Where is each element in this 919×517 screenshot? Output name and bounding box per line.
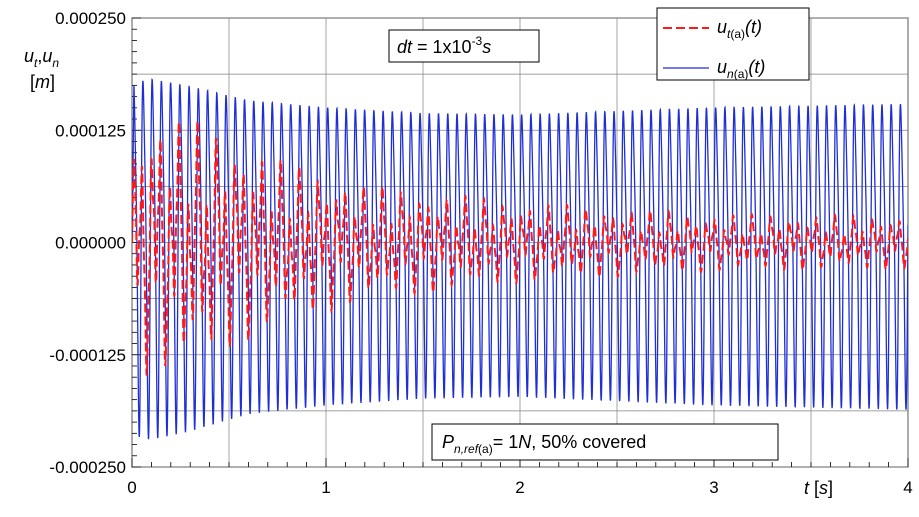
x-tick-label: 2 — [515, 478, 524, 497]
x-tick-label: 4 — [903, 478, 912, 497]
y-axis-unit: [m] — [30, 72, 55, 92]
tick-labels: 0.000250 0.000125 0.000000 -0.000125 -0.0002… — [49, 9, 912, 497]
x-tick-label: 1 — [321, 478, 330, 497]
x-axis-label: t [s] — [804, 478, 833, 498]
y-tick-label: -0.000250 — [49, 458, 126, 477]
y-axis-label: ut,un — [24, 46, 59, 70]
load-annotation: Pn,ref(a)= 1N, 50% covered — [431, 423, 779, 461]
svg-text:Pn,ref(a)= 1N, 50% covered: Pn,ref(a)= 1N, 50% covered — [442, 432, 646, 456]
svg-text:dt = 1x10-3s: dt = 1x10-3s — [397, 34, 491, 57]
dt-annotation: dt = 1x10-3s — [388, 29, 540, 63]
legend-label-un: un(a)(t) — [717, 57, 765, 81]
x-tick-label: 3 — [709, 478, 718, 497]
x-tick-label: 0 — [127, 478, 136, 497]
y-tick-label: -0.000125 — [49, 346, 126, 365]
legend-label-ut: ut(a)(t) — [717, 17, 762, 41]
plot-lines — [132, 78, 908, 440]
legend: ut(a)(t) un(a)(t) — [656, 7, 810, 81]
series-line-ut — [132, 120, 908, 376]
y-tick-label: 0.000125 — [55, 121, 126, 140]
y-tick-label: 0.000000 — [55, 234, 126, 253]
y-tick-label: 0.000250 — [55, 9, 126, 28]
